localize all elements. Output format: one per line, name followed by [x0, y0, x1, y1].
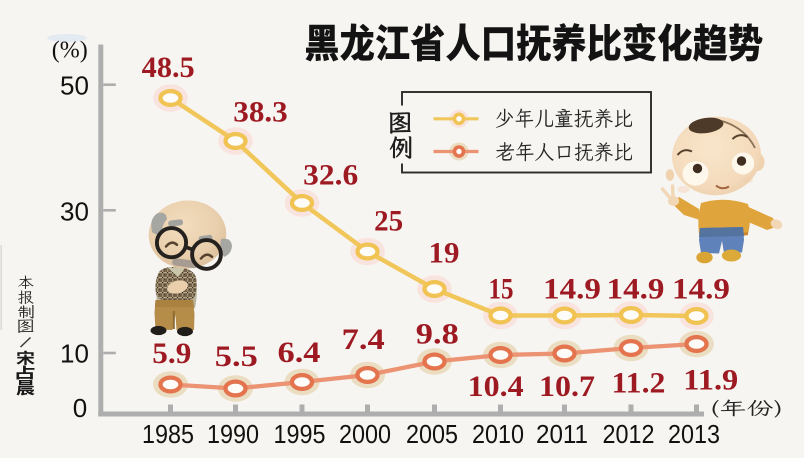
svg-text:1995: 1995 — [274, 421, 326, 449]
svg-text:25: 25 — [374, 205, 403, 238]
svg-text:6.4: 6.4 — [278, 336, 321, 369]
svg-text:15: 15 — [489, 273, 514, 306]
svg-text:10.4: 10.4 — [468, 370, 524, 403]
svg-text:11.2: 11.2 — [612, 367, 666, 400]
svg-text:14.9: 14.9 — [607, 273, 665, 306]
svg-text:10: 10 — [60, 339, 89, 369]
svg-text:1990: 1990 — [207, 421, 259, 449]
svg-text:10.7: 10.7 — [539, 370, 595, 403]
svg-text:38.3: 38.3 — [233, 96, 288, 129]
svg-text:5.5: 5.5 — [215, 340, 258, 373]
svg-text:11.9: 11.9 — [683, 364, 738, 397]
svg-text:32.6: 32.6 — [303, 158, 358, 191]
svg-text:(%): (%) — [52, 38, 88, 64]
svg-text:2012: 2012 — [603, 421, 655, 449]
svg-text:9.8: 9.8 — [416, 318, 459, 351]
svg-text:7.4: 7.4 — [342, 323, 385, 356]
svg-text:2000: 2000 — [339, 421, 391, 449]
svg-text:0: 0 — [73, 393, 87, 423]
svg-text:50: 50 — [60, 71, 89, 101]
svg-text:14.9: 14.9 — [543, 273, 601, 306]
svg-text:19: 19 — [429, 237, 460, 270]
svg-text:30: 30 — [60, 197, 89, 227]
svg-text:48.5: 48.5 — [142, 51, 195, 84]
svg-text:2013: 2013 — [668, 421, 720, 449]
svg-text:5.9: 5.9 — [152, 337, 191, 370]
svg-text:14.9: 14.9 — [672, 273, 730, 306]
svg-text:2010: 2010 — [472, 421, 524, 449]
svg-text:1985: 1985 — [142, 421, 194, 449]
svg-text:2005: 2005 — [406, 421, 458, 449]
svg-text:2011: 2011 — [536, 421, 588, 449]
